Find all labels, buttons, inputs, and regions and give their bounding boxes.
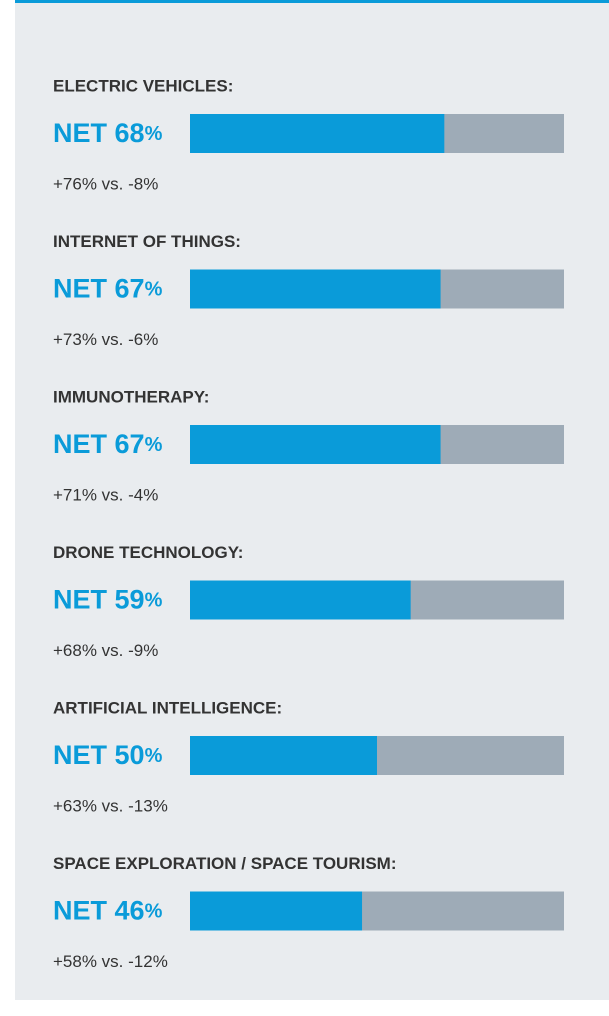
category-label: INTERNET OF THINGS: — [53, 232, 241, 251]
net-label: NET 68% — [53, 118, 163, 148]
top-rule — [15, 0, 609, 3]
net-prefix: NET — [53, 896, 108, 926]
net-label: NET 50% — [53, 740, 163, 770]
category-label: IMMUNOTHERAPY: — [53, 387, 209, 406]
detail-label: +73% vs. -6% — [53, 330, 158, 349]
net-prefix: NET — [53, 118, 108, 148]
value-label: 68% — [115, 118, 163, 148]
bar — [190, 736, 377, 775]
value-label: 67% — [115, 274, 163, 304]
net-prefix: NET — [53, 585, 108, 615]
detail-label: +68% vs. -9% — [53, 641, 158, 660]
bar — [190, 114, 445, 153]
value-label: 59% — [115, 585, 163, 615]
category-label: ELECTRIC VEHICLES: — [53, 76, 233, 95]
net-label: NET 46% — [53, 896, 163, 926]
value-label: 67% — [115, 429, 163, 459]
panel — [15, 0, 609, 1000]
value-label: 50% — [115, 740, 163, 770]
net-label: NET 67% — [53, 274, 163, 304]
value-label: 46% — [115, 896, 163, 926]
detail-label: +63% vs. -13% — [53, 796, 168, 815]
detail-label: +71% vs. -4% — [53, 485, 158, 504]
category-label: ARTIFICIAL INTELLIGENCE: — [53, 698, 282, 717]
net-label: NET 67% — [53, 429, 163, 459]
bar — [190, 269, 441, 309]
category-label: SPACE EXPLORATION / SPACE TOURISM: — [53, 854, 397, 873]
net-prefix: NET — [53, 274, 108, 304]
bar — [190, 425, 441, 464]
detail-label: +76% vs. -8% — [53, 174, 158, 193]
bar — [190, 891, 363, 931]
net-label: NET 59% — [53, 585, 163, 615]
category-label: DRONE TECHNOLOGY: — [53, 543, 243, 562]
net-prefix: NET — [53, 740, 108, 770]
detail-label: +58% vs. -12% — [53, 952, 168, 971]
bar — [190, 580, 411, 620]
net-prefix: NET — [53, 429, 108, 459]
